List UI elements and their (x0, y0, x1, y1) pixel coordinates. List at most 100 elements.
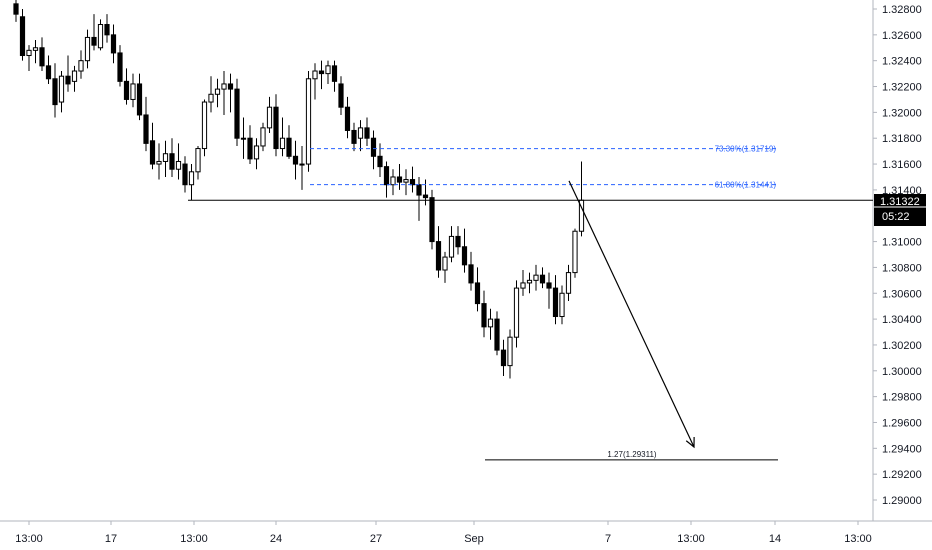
candle (429, 189, 435, 250)
current-price-tag-bg (874, 194, 926, 226)
candle (143, 96, 149, 152)
price-tick-label: 1.31800 (882, 133, 922, 145)
price-tick-label: 1.29400 (882, 443, 922, 455)
candle-body-down (13, 3, 19, 15)
candle (13, 0, 19, 22)
projection-arrow-head (685, 437, 695, 449)
candle-body-down (474, 282, 481, 305)
candle (130, 73, 136, 108)
candle (338, 76, 344, 115)
candles-layer (13, 0, 585, 379)
candle-body-up (221, 83, 227, 90)
candle-body-up (520, 282, 526, 289)
candle-body-down (396, 176, 403, 183)
candle-body-up (175, 160, 182, 170)
candle (403, 169, 409, 196)
candle (559, 285, 565, 325)
candle-body-down (19, 16, 26, 57)
candle-body-up (260, 127, 266, 147)
candle-body-up (357, 127, 364, 139)
candle (513, 280, 520, 348)
candle (331, 60, 338, 92)
time-axis[interactable]: 13:00 17 13:00 24 27 Sep 7 13:00 14 13:00 (15, 521, 872, 545)
candle-body-down (182, 163, 188, 186)
price-tick-label: 1.30400 (882, 314, 922, 326)
candle-body-down (117, 52, 123, 82)
fib-73-label: 73.30%(1.31719) (715, 145, 777, 154)
fib-61-label: 61.80%(1.31441) (715, 181, 777, 190)
candle (84, 29, 91, 69)
candle (104, 14, 110, 43)
candle (234, 78, 240, 146)
candle-body-up (130, 83, 136, 100)
candle (390, 169, 396, 196)
candle (442, 251, 448, 283)
price-tick-label: 1.32200 (882, 82, 922, 94)
candle-body-up (97, 24, 104, 49)
candle-body-up (572, 230, 578, 274)
candle-body-up (26, 49, 32, 57)
candle-body-down (273, 106, 279, 150)
price-tick-label: 1.29000 (882, 495, 922, 507)
candle-body-up (526, 279, 533, 284)
candle (253, 138, 260, 170)
candle-body-down (331, 65, 338, 82)
candle (201, 99, 208, 157)
candle (572, 228, 578, 278)
candle-body-up (84, 36, 91, 62)
time-tick-label: 13:00 (677, 533, 705, 545)
candle (526, 272, 533, 294)
time-tick-label: Sep (464, 533, 484, 545)
candle-body-up (240, 137, 247, 140)
candle (19, 9, 26, 61)
candle-body-down (123, 80, 130, 100)
candle (149, 122, 156, 170)
price-tick-label: 1.29800 (882, 392, 922, 404)
time-tick-label: 13:00 (844, 533, 872, 545)
candle (468, 251, 474, 291)
candle-body-down (422, 194, 429, 199)
candle (494, 311, 500, 356)
candle-body-down (435, 241, 442, 271)
candle (58, 71, 65, 113)
time-tick-label: 7 (605, 533, 611, 545)
candle-body-up (195, 148, 201, 173)
candle (396, 164, 403, 190)
time-tick-label: 24 (270, 533, 282, 545)
candle-body-down (416, 184, 422, 196)
candle (312, 63, 318, 100)
candle (247, 125, 253, 165)
candle (318, 60, 325, 90)
candle-body-down (136, 83, 143, 116)
price-tick-label: 1.30200 (882, 340, 922, 352)
price-tick-label: 1.31600 (882, 159, 922, 171)
price-tick-label: 1.32600 (882, 30, 922, 42)
candle-body-up (559, 292, 565, 318)
candle (214, 78, 221, 108)
candle (370, 130, 377, 170)
time-tick-label: 14 (769, 533, 781, 545)
candle-body-down (370, 137, 377, 157)
candle-body-down (65, 75, 71, 85)
price-axis[interactable]: 1.32800 1.32600 1.32400 1.32200 1.32000 1.318… (873, 4, 922, 507)
candle-body-up (299, 163, 305, 166)
candle (97, 19, 104, 51)
candle-body-up (78, 60, 84, 72)
candle (481, 290, 487, 338)
current-price-tag: 1.31322 05:22 (874, 194, 926, 226)
candle (461, 228, 468, 273)
candle-body-down (286, 137, 292, 157)
candle (455, 226, 461, 255)
candle-body-down (500, 349, 507, 367)
candle-body-down (351, 129, 357, 144)
candle (32, 40, 39, 64)
price-tick-label: 1.32400 (882, 56, 922, 68)
projection-arrow[interactable] (568, 180, 695, 448)
candle-body-down (481, 303, 487, 328)
time-tick-label: 13:00 (15, 533, 43, 545)
price-tick-label: 1.31000 (882, 237, 922, 249)
candle-body-up (507, 336, 513, 367)
price-tick-label: 1.30000 (882, 366, 922, 378)
candle (299, 145, 305, 190)
